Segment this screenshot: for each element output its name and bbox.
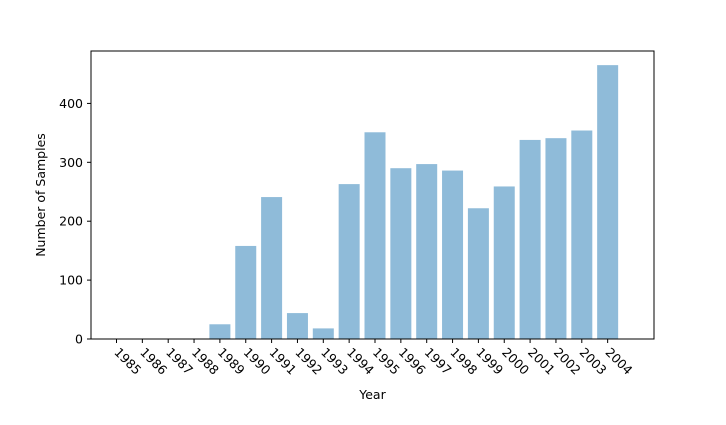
y-axis: 0 100 200 300 400 bbox=[59, 96, 91, 347]
y-axis-label: Number of Samples bbox=[33, 133, 48, 257]
y-tick-label: 400 bbox=[59, 96, 83, 111]
bar-2004 bbox=[597, 65, 619, 339]
bar-1997 bbox=[416, 164, 438, 339]
bar-1990 bbox=[235, 245, 257, 339]
bar-1992 bbox=[286, 313, 308, 339]
bar-2001 bbox=[519, 139, 541, 339]
bar-2003 bbox=[571, 130, 593, 339]
y-tick-label: 0 bbox=[75, 332, 83, 347]
y-tick-label: 200 bbox=[59, 214, 83, 229]
bar-1991 bbox=[261, 197, 283, 339]
bar-1989 bbox=[209, 324, 231, 339]
bar-1995 bbox=[364, 132, 386, 339]
bar-2002 bbox=[545, 138, 567, 339]
bar-1993 bbox=[312, 328, 334, 339]
bar-1994 bbox=[338, 184, 360, 339]
bar-1999 bbox=[467, 208, 489, 339]
y-tick-label: 100 bbox=[59, 273, 83, 288]
plot-frame bbox=[90, 50, 655, 340]
bars-group bbox=[209, 65, 619, 339]
x-axis-label: Year bbox=[358, 387, 386, 402]
bar-2000 bbox=[493, 186, 515, 339]
bar-1998 bbox=[442, 170, 464, 339]
bar-1996 bbox=[390, 168, 412, 339]
y-tick-label: 300 bbox=[59, 155, 83, 170]
